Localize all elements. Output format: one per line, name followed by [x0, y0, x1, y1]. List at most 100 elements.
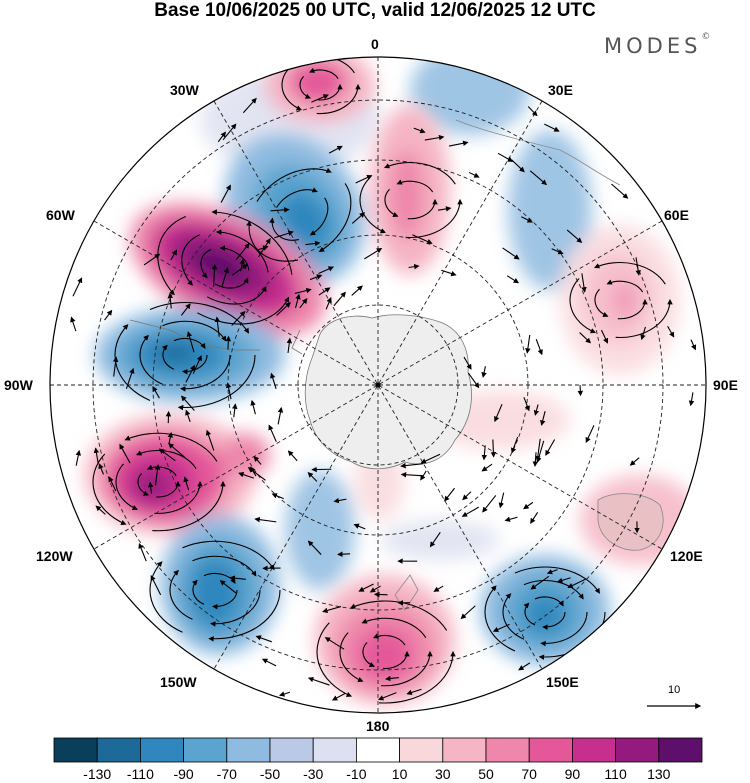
streamline [156, 480, 181, 498]
wind-arrow [527, 106, 538, 117]
wind-arrow [337, 551, 351, 557]
wind-arrow [256, 245, 269, 251]
streamline [396, 179, 434, 193]
wind-arrow [180, 395, 195, 411]
streamline [192, 555, 257, 577]
wind-arrow [611, 183, 629, 199]
colorbar-tick-label: 30 [435, 766, 451, 782]
streamline [372, 633, 406, 646]
wind-arrow [502, 247, 520, 260]
wind-streamlines [70, 57, 697, 704]
wind-arrow [420, 453, 441, 464]
streamline [114, 324, 151, 401]
wind-arrow [518, 662, 531, 671]
wind-arrow [530, 511, 539, 524]
wind-arrow [533, 404, 540, 416]
wind-arrow [331, 692, 346, 701]
colorbar-tick-label: 70 [521, 766, 537, 782]
streamline [208, 589, 281, 642]
wind-arrow [462, 491, 472, 501]
wind-arrow [235, 242, 250, 260]
wind-arrow [311, 94, 329, 103]
wind-arrow [585, 425, 595, 443]
wind-arrow [270, 372, 277, 389]
wind-arrow [525, 334, 531, 354]
streamline [139, 334, 163, 385]
colorbar-tick-label: 50 [478, 766, 494, 782]
streamline [115, 463, 139, 511]
streamline [405, 198, 463, 239]
streamline [383, 650, 410, 669]
streamline [299, 76, 312, 99]
streamline [384, 188, 399, 218]
wind-arrow [523, 501, 534, 510]
modes-logo: MODES© [604, 32, 710, 58]
anomaly-upper-right [508, 130, 592, 290]
wind-arrow [104, 309, 113, 321]
wind-arrow [125, 367, 135, 389]
wind-arrow [424, 134, 445, 141]
wind-arrow [93, 447, 100, 464]
wind-arrow [220, 184, 231, 203]
wind-arrow [461, 506, 480, 517]
wind-arrow [463, 356, 472, 370]
wind-arrow [353, 523, 366, 530]
wind-arrow [497, 152, 514, 162]
wind-arrow [635, 257, 641, 276]
streamline [191, 579, 205, 605]
colorbar-tick-label: 130 [647, 766, 671, 782]
streamline [383, 161, 456, 185]
south-america [129, 319, 260, 351]
antarctica [304, 314, 472, 470]
wind-arrow [214, 316, 221, 337]
wind-arrow [322, 606, 342, 614]
wind-arrow [147, 481, 154, 494]
wind-arrow [299, 298, 308, 309]
lon-label-90w: 90W [4, 377, 33, 393]
wind-arrow [143, 253, 161, 266]
streamline [206, 286, 267, 305]
wind-arrow [333, 497, 347, 504]
streamline [316, 83, 361, 115]
streamline [161, 344, 175, 370]
latitude-circle-4 [92, 99, 664, 671]
wind-arrow [183, 476, 190, 491]
streamline [124, 432, 218, 462]
streamline [540, 611, 588, 647]
streamline [162, 320, 227, 342]
streamline [152, 480, 226, 532]
colorbar-swatch [572, 737, 617, 763]
colorbar-tick-label: -50 [259, 766, 281, 782]
streamline [316, 622, 353, 697]
streamline [209, 589, 261, 627]
wind-arrow [225, 382, 232, 400]
meridian-30 [213, 100, 543, 670]
streamline [615, 298, 673, 339]
colorbar-swatch [399, 737, 444, 763]
wind-arrow [307, 676, 330, 686]
streamline [569, 278, 597, 334]
lon-label-90e: 90E [713, 377, 738, 393]
wind-arrow [294, 293, 301, 309]
wind-arrow [239, 258, 245, 272]
lon-label-60e: 60E [664, 207, 689, 223]
streamline [339, 632, 364, 682]
wind-arrow [150, 575, 162, 596]
wind-arrow [566, 229, 583, 244]
streamline [484, 585, 516, 652]
wind-arrow [185, 364, 195, 383]
streamline [318, 183, 352, 252]
streamline [318, 83, 343, 101]
wind-arrow [255, 635, 273, 643]
streamline [379, 650, 456, 704]
wind-arrow [540, 411, 546, 426]
wind-arrow [318, 287, 331, 296]
wind-arrow [229, 575, 246, 581]
colorbar-tick-label: 110 [604, 766, 627, 782]
wind-arrow [510, 436, 519, 454]
wind-arrow [498, 492, 505, 509]
wind-arrow [211, 263, 218, 287]
wind-arrow [333, 291, 346, 307]
wind-arrow [152, 386, 160, 399]
wind-arrow [268, 424, 277, 442]
